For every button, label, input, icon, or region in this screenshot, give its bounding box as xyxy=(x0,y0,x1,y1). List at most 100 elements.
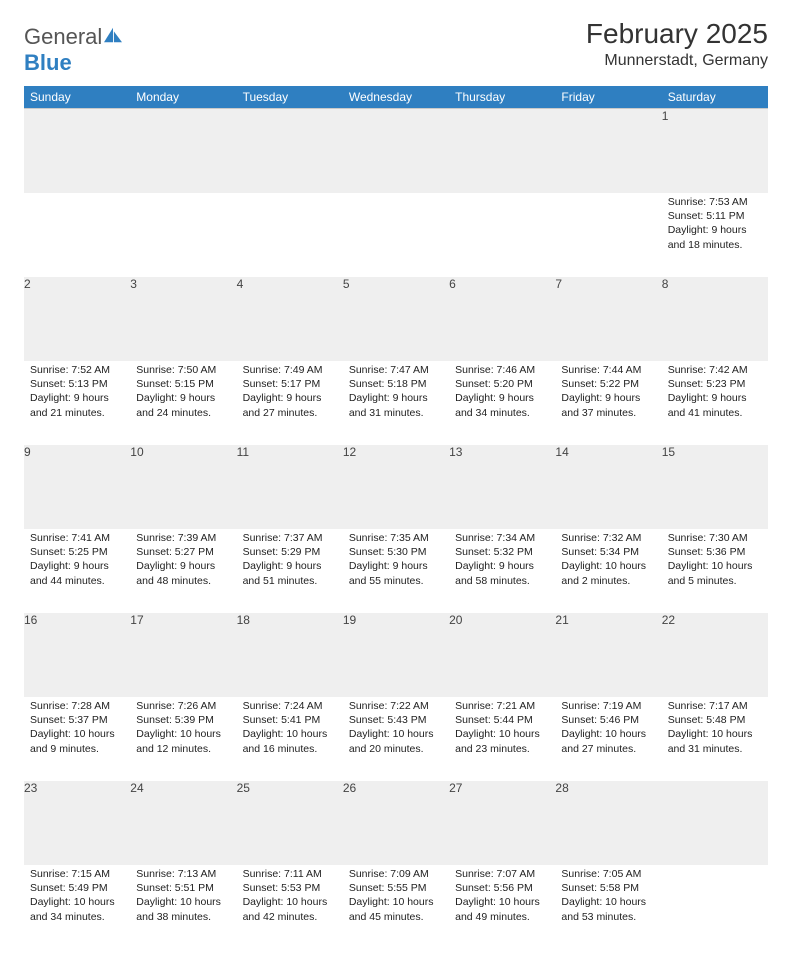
day-number xyxy=(130,109,236,193)
day-cell: Sunrise: 7:47 AMSunset: 5:18 PMDaylight:… xyxy=(343,361,449,445)
day-cell: Sunrise: 7:32 AMSunset: 5:34 PMDaylight:… xyxy=(555,529,661,613)
daylight-text: Daylight: 10 hours and 45 minutes. xyxy=(349,895,443,923)
daylight-text: Daylight: 9 hours and 44 minutes. xyxy=(30,559,124,587)
sunset-text: Sunset: 5:20 PM xyxy=(455,377,549,391)
day-content-row: Sunrise: 7:41 AMSunset: 5:25 PMDaylight:… xyxy=(24,529,768,613)
daylight-text: Daylight: 10 hours and 16 minutes. xyxy=(243,727,337,755)
day-details: Sunrise: 7:19 AMSunset: 5:46 PMDaylight:… xyxy=(555,697,661,762)
sunset-text: Sunset: 5:39 PM xyxy=(136,713,230,727)
sunset-text: Sunset: 5:49 PM xyxy=(30,881,124,895)
sunrise-text: Sunrise: 7:11 AM xyxy=(243,867,337,881)
header: GeneralBlue February 2025 Munnerstadt, G… xyxy=(24,18,768,76)
daylight-text: Daylight: 9 hours and 48 minutes. xyxy=(136,559,230,587)
day-number: 17 xyxy=(130,613,236,697)
day-details: Sunrise: 7:24 AMSunset: 5:41 PMDaylight:… xyxy=(237,697,343,762)
day-cell: Sunrise: 7:28 AMSunset: 5:37 PMDaylight:… xyxy=(24,697,130,781)
sunrise-text: Sunrise: 7:15 AM xyxy=(30,867,124,881)
sunrise-text: Sunrise: 7:34 AM xyxy=(455,531,549,545)
day-number: 15 xyxy=(662,445,768,529)
sunset-text: Sunset: 5:48 PM xyxy=(668,713,762,727)
day-details: Sunrise: 7:46 AMSunset: 5:20 PMDaylight:… xyxy=(449,361,555,426)
day-cell: Sunrise: 7:30 AMSunset: 5:36 PMDaylight:… xyxy=(662,529,768,613)
day-number-row: 9101112131415 xyxy=(24,445,768,529)
sunset-text: Sunset: 5:30 PM xyxy=(349,545,443,559)
day-cell: Sunrise: 7:17 AMSunset: 5:48 PMDaylight:… xyxy=(662,697,768,781)
day-details: Sunrise: 7:09 AMSunset: 5:55 PMDaylight:… xyxy=(343,865,449,930)
sunrise-text: Sunrise: 7:50 AM xyxy=(136,363,230,377)
daylight-text: Daylight: 9 hours and 58 minutes. xyxy=(455,559,549,587)
sunrise-text: Sunrise: 7:42 AM xyxy=(668,363,762,377)
calendar-page: GeneralBlue February 2025 Munnerstadt, G… xyxy=(0,0,792,967)
day-number: 2 xyxy=(24,277,130,361)
day-details: Sunrise: 7:53 AMSunset: 5:11 PMDaylight:… xyxy=(662,193,768,258)
day-number-row: 232425262728 xyxy=(24,781,768,865)
page-subtitle: Munnerstadt, Germany xyxy=(586,52,768,70)
day-number: 28 xyxy=(555,781,661,865)
sunrise-text: Sunrise: 7:53 AM xyxy=(668,195,762,209)
daylight-text: Daylight: 9 hours and 34 minutes. xyxy=(455,391,549,419)
day-details: Sunrise: 7:39 AMSunset: 5:27 PMDaylight:… xyxy=(130,529,236,594)
day-header-row: Sunday Monday Tuesday Wednesday Thursday… xyxy=(24,86,768,109)
day-number: 20 xyxy=(449,613,555,697)
daylight-text: Daylight: 10 hours and 20 minutes. xyxy=(349,727,443,755)
sunrise-text: Sunrise: 7:13 AM xyxy=(136,867,230,881)
daylight-text: Daylight: 10 hours and 27 minutes. xyxy=(561,727,655,755)
day-number: 26 xyxy=(343,781,449,865)
day-cell: Sunrise: 7:35 AMSunset: 5:30 PMDaylight:… xyxy=(343,529,449,613)
day-cell xyxy=(662,865,768,949)
day-header: Wednesday xyxy=(343,86,449,109)
sunset-text: Sunset: 5:23 PM xyxy=(668,377,762,391)
day-number xyxy=(555,109,661,193)
day-details: Sunrise: 7:05 AMSunset: 5:58 PMDaylight:… xyxy=(555,865,661,930)
day-number xyxy=(237,109,343,193)
day-number xyxy=(662,781,768,865)
daylight-text: Daylight: 10 hours and 31 minutes. xyxy=(668,727,762,755)
daylight-text: Daylight: 10 hours and 42 minutes. xyxy=(243,895,337,923)
sunrise-text: Sunrise: 7:19 AM xyxy=(561,699,655,713)
sunset-text: Sunset: 5:15 PM xyxy=(136,377,230,391)
calendar-table: Sunday Monday Tuesday Wednesday Thursday… xyxy=(24,86,768,949)
sunrise-text: Sunrise: 7:09 AM xyxy=(349,867,443,881)
sunrise-text: Sunrise: 7:46 AM xyxy=(455,363,549,377)
day-cell: Sunrise: 7:24 AMSunset: 5:41 PMDaylight:… xyxy=(237,697,343,781)
day-number: 23 xyxy=(24,781,130,865)
day-cell: Sunrise: 7:44 AMSunset: 5:22 PMDaylight:… xyxy=(555,361,661,445)
sunrise-text: Sunrise: 7:39 AM xyxy=(136,531,230,545)
day-details: Sunrise: 7:30 AMSunset: 5:36 PMDaylight:… xyxy=(662,529,768,594)
sunset-text: Sunset: 5:22 PM xyxy=(561,377,655,391)
sunset-text: Sunset: 5:13 PM xyxy=(30,377,124,391)
sunrise-text: Sunrise: 7:30 AM xyxy=(668,531,762,545)
day-cell: Sunrise: 7:05 AMSunset: 5:58 PMDaylight:… xyxy=(555,865,661,949)
day-details: Sunrise: 7:47 AMSunset: 5:18 PMDaylight:… xyxy=(343,361,449,426)
day-details: Sunrise: 7:50 AMSunset: 5:15 PMDaylight:… xyxy=(130,361,236,426)
daylight-text: Daylight: 10 hours and 2 minutes. xyxy=(561,559,655,587)
calendar-body: 1Sunrise: 7:53 AMSunset: 5:11 PMDaylight… xyxy=(24,109,768,949)
day-cell xyxy=(343,193,449,277)
sunrise-text: Sunrise: 7:32 AM xyxy=(561,531,655,545)
day-cell: Sunrise: 7:50 AMSunset: 5:15 PMDaylight:… xyxy=(130,361,236,445)
day-number: 25 xyxy=(237,781,343,865)
day-number: 7 xyxy=(555,277,661,361)
daylight-text: Daylight: 10 hours and 38 minutes. xyxy=(136,895,230,923)
day-cell: Sunrise: 7:15 AMSunset: 5:49 PMDaylight:… xyxy=(24,865,130,949)
sunset-text: Sunset: 5:41 PM xyxy=(243,713,337,727)
day-details: Sunrise: 7:15 AMSunset: 5:49 PMDaylight:… xyxy=(24,865,130,930)
day-cell xyxy=(449,193,555,277)
day-cell xyxy=(130,193,236,277)
day-details: Sunrise: 7:52 AMSunset: 5:13 PMDaylight:… xyxy=(24,361,130,426)
day-header: Tuesday xyxy=(237,86,343,109)
day-details: Sunrise: 7:34 AMSunset: 5:32 PMDaylight:… xyxy=(449,529,555,594)
sunrise-text: Sunrise: 7:49 AM xyxy=(243,363,337,377)
sunset-text: Sunset: 5:44 PM xyxy=(455,713,549,727)
sunset-text: Sunset: 5:55 PM xyxy=(349,881,443,895)
day-details: Sunrise: 7:28 AMSunset: 5:37 PMDaylight:… xyxy=(24,697,130,762)
day-cell: Sunrise: 7:21 AMSunset: 5:44 PMDaylight:… xyxy=(449,697,555,781)
day-number-row: 16171819202122 xyxy=(24,613,768,697)
day-details: Sunrise: 7:49 AMSunset: 5:17 PMDaylight:… xyxy=(237,361,343,426)
title-block: February 2025 Munnerstadt, Germany xyxy=(586,18,768,70)
day-number xyxy=(449,109,555,193)
day-number-row: 1 xyxy=(24,109,768,193)
day-cell: Sunrise: 7:11 AMSunset: 5:53 PMDaylight:… xyxy=(237,865,343,949)
daylight-text: Daylight: 9 hours and 21 minutes. xyxy=(30,391,124,419)
daylight-text: Daylight: 9 hours and 18 minutes. xyxy=(668,223,762,251)
